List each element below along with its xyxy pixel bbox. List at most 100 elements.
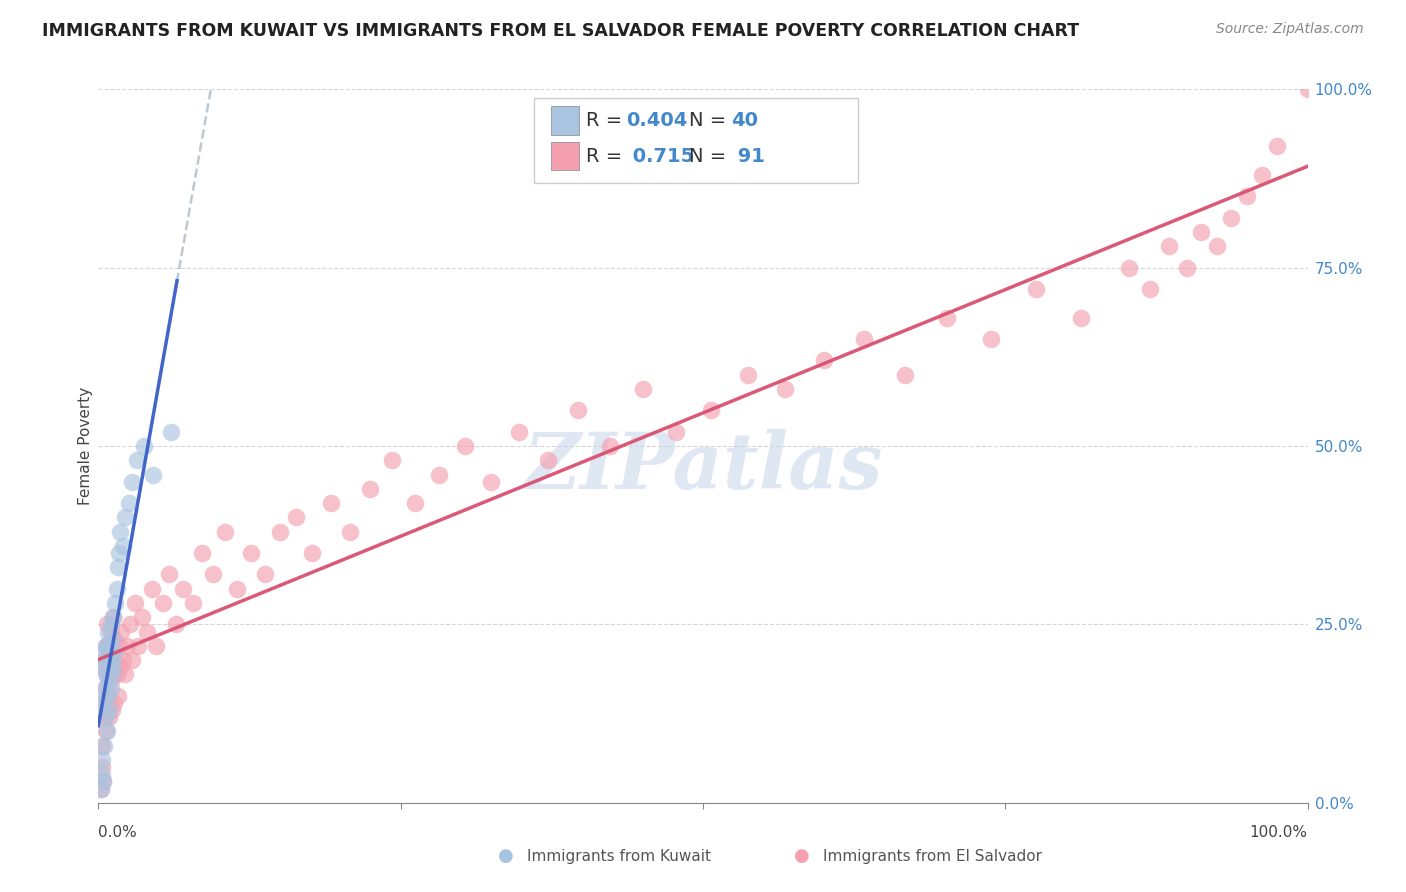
- Point: [1157, 239, 1180, 253]
- Point: [1175, 260, 1198, 275]
- Point: [108, 524, 131, 539]
- Point: [145, 639, 167, 653]
- Point: [339, 524, 361, 539]
- Point: [381, 453, 404, 467]
- Point: [96, 667, 118, 681]
- Point: [91, 739, 114, 753]
- Point: [91, 753, 114, 767]
- Point: [1070, 310, 1092, 325]
- Point: [90, 781, 112, 796]
- Point: [239, 546, 262, 560]
- Point: [1024, 282, 1046, 296]
- Point: [284, 510, 307, 524]
- Point: [894, 368, 917, 382]
- Point: [97, 639, 120, 653]
- Point: [101, 667, 124, 681]
- Point: [567, 403, 589, 417]
- Point: [852, 332, 875, 346]
- Point: [152, 596, 174, 610]
- Point: [202, 567, 225, 582]
- Text: ●: ●: [793, 847, 810, 865]
- Point: [1220, 211, 1243, 225]
- Text: Immigrants from Kuwait: Immigrants from Kuwait: [527, 849, 711, 863]
- Point: [108, 660, 131, 674]
- Point: [107, 689, 129, 703]
- Point: [813, 353, 835, 368]
- Point: [100, 632, 122, 646]
- Point: [107, 560, 129, 574]
- Point: [135, 624, 157, 639]
- Point: [96, 689, 118, 703]
- Point: [100, 703, 122, 717]
- Point: [980, 332, 1002, 346]
- Point: [114, 510, 136, 524]
- Point: [103, 646, 125, 660]
- Point: [90, 781, 112, 796]
- Point: [94, 639, 117, 653]
- Point: [114, 667, 136, 681]
- Point: [93, 646, 115, 660]
- Point: [191, 546, 214, 560]
- Point: [1267, 139, 1289, 153]
- Point: [936, 310, 959, 325]
- Point: [226, 582, 249, 596]
- Point: [1118, 260, 1140, 275]
- Point: [100, 667, 122, 681]
- Point: [101, 610, 124, 624]
- Point: [111, 539, 134, 553]
- Point: [773, 382, 796, 396]
- Point: [108, 546, 131, 560]
- Point: [100, 674, 122, 689]
- Point: [181, 596, 204, 610]
- Point: [127, 639, 149, 653]
- Point: [96, 724, 118, 739]
- Point: [319, 496, 342, 510]
- Point: [537, 453, 560, 467]
- Point: [508, 425, 530, 439]
- Text: ZIPatlas: ZIPatlas: [523, 429, 883, 506]
- Point: [98, 710, 121, 724]
- Point: [1189, 225, 1212, 239]
- Point: [91, 760, 114, 774]
- Point: [93, 710, 115, 724]
- Text: 91: 91: [731, 146, 765, 166]
- Point: [91, 696, 114, 710]
- Point: [111, 653, 134, 667]
- Point: [97, 689, 120, 703]
- Point: [172, 582, 194, 596]
- Point: [737, 368, 759, 382]
- Text: ●: ●: [498, 847, 515, 865]
- Point: [631, 382, 654, 396]
- Point: [214, 524, 236, 539]
- Point: [665, 425, 688, 439]
- Point: [127, 453, 149, 467]
- Point: [91, 774, 114, 789]
- Point: [94, 639, 117, 653]
- Text: 0.715: 0.715: [626, 146, 695, 166]
- Point: [91, 774, 114, 789]
- Point: [94, 667, 117, 681]
- Point: [91, 696, 114, 710]
- Point: [165, 617, 187, 632]
- Point: [100, 617, 122, 632]
- Point: [93, 653, 115, 667]
- Point: [94, 710, 117, 724]
- Point: [454, 439, 477, 453]
- Point: [1206, 239, 1229, 253]
- Point: [121, 653, 143, 667]
- Point: [254, 567, 277, 582]
- Point: [301, 546, 323, 560]
- Y-axis label: Female Poverty: Female Poverty: [77, 387, 93, 505]
- Point: [98, 703, 121, 717]
- Point: [269, 524, 291, 539]
- Text: IMMIGRANTS FROM KUWAIT VS IMMIGRANTS FROM EL SALVADOR FEMALE POVERTY CORRELATION: IMMIGRANTS FROM KUWAIT VS IMMIGRANTS FRO…: [42, 22, 1080, 40]
- Point: [100, 653, 122, 667]
- Point: [429, 467, 451, 482]
- Point: [105, 582, 128, 596]
- Point: [599, 439, 621, 453]
- Point: [94, 724, 117, 739]
- Point: [1236, 189, 1258, 203]
- Point: [100, 646, 122, 660]
- Point: [91, 660, 114, 674]
- Text: N =: N =: [689, 111, 733, 130]
